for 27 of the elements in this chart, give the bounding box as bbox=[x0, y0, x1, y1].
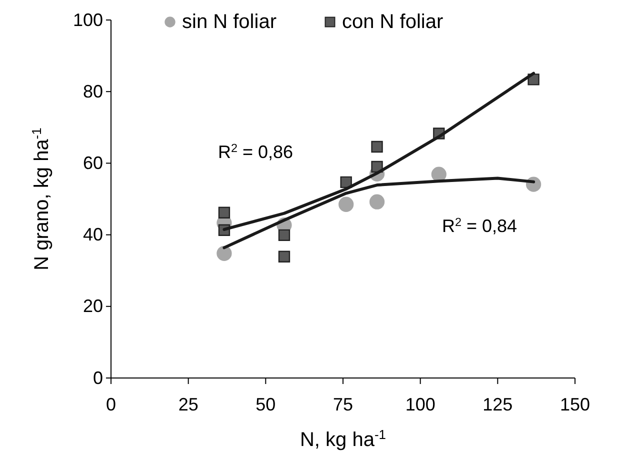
annotation: R$^{2}$ = 0,86 bbox=[218, 142, 294, 162]
point bbox=[218, 206, 230, 218]
legend-label: sin N foliar bbox=[182, 11, 277, 33]
point bbox=[369, 194, 385, 210]
x-axis-title: N, kg ha$^{-1}$ bbox=[300, 426, 386, 451]
y-tick-label: 20 bbox=[82, 296, 103, 316]
x-tick-label: 75 bbox=[332, 394, 354, 414]
x-tick-label: 0 bbox=[106, 394, 116, 414]
point bbox=[278, 250, 290, 262]
point bbox=[431, 166, 446, 182]
point bbox=[340, 176, 352, 188]
y-tick-label: 40 bbox=[82, 224, 103, 245]
x-tick-label: 50 bbox=[256, 394, 276, 414]
point bbox=[338, 196, 354, 212]
y-tick-label: 0 bbox=[92, 368, 103, 388]
x-tick-label: 25 bbox=[178, 394, 198, 414]
x-tick-label: 100 bbox=[405, 394, 436, 414]
legend-label: con N foliar bbox=[342, 11, 444, 33]
y-tick-label: 100 bbox=[72, 10, 103, 30]
annotation: R$^{2}$ = 0,84 bbox=[442, 216, 518, 236]
x-tick-label: 125 bbox=[482, 394, 513, 414]
y-tick-label: 80 bbox=[82, 81, 103, 102]
x-tick-label: 150 bbox=[560, 394, 590, 414]
point bbox=[371, 140, 383, 153]
y-tick-label: 60 bbox=[82, 152, 103, 173]
point bbox=[216, 246, 232, 261]
point bbox=[278, 229, 290, 241]
